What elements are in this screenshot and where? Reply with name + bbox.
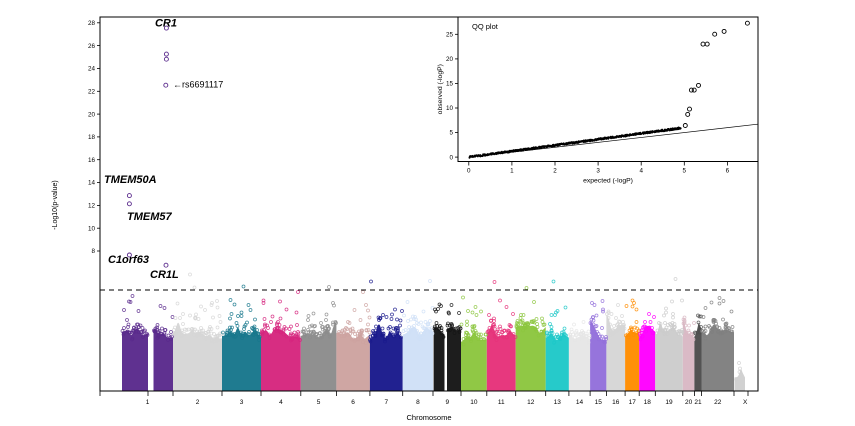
- svg-text:TMEM57: TMEM57: [127, 211, 173, 223]
- svg-text:10: 10: [88, 225, 96, 232]
- svg-text:21: 21: [694, 399, 702, 406]
- svg-text:5: 5: [683, 168, 687, 175]
- svg-text:19: 19: [665, 399, 673, 406]
- svg-text:12: 12: [527, 399, 535, 406]
- svg-text:C1orf63: C1orf63: [108, 254, 149, 266]
- svg-text:0: 0: [467, 168, 471, 175]
- svg-text:24: 24: [88, 66, 96, 73]
- svg-text:22: 22: [88, 89, 96, 96]
- svg-text:←rs6691117: ←rs6691117: [173, 80, 223, 90]
- svg-text:25: 25: [446, 32, 454, 39]
- svg-text:17: 17: [629, 399, 637, 406]
- svg-text:3: 3: [596, 168, 600, 175]
- svg-text:X: X: [743, 399, 748, 406]
- svg-text:18: 18: [88, 134, 96, 141]
- svg-text:28: 28: [88, 20, 96, 27]
- svg-text:4: 4: [279, 399, 283, 406]
- svg-text:9: 9: [445, 399, 449, 406]
- svg-text:16: 16: [88, 157, 96, 164]
- svg-text:4: 4: [639, 168, 643, 175]
- svg-text:15: 15: [446, 81, 454, 88]
- svg-text:0: 0: [449, 154, 453, 161]
- svg-text:10: 10: [446, 105, 454, 112]
- svg-text:18: 18: [644, 399, 652, 406]
- svg-text:20: 20: [685, 399, 693, 406]
- svg-text:QQ plot: QQ plot: [472, 22, 499, 31]
- svg-text:14: 14: [88, 180, 96, 187]
- svg-text:8: 8: [91, 248, 95, 255]
- svg-text:20: 20: [88, 111, 96, 118]
- svg-text:3: 3: [240, 399, 244, 406]
- svg-text:2: 2: [553, 168, 557, 175]
- svg-text:6: 6: [351, 399, 355, 406]
- svg-text:5: 5: [449, 130, 453, 137]
- svg-text:7: 7: [384, 399, 388, 406]
- svg-text:11: 11: [498, 399, 505, 406]
- svg-text:13: 13: [554, 399, 562, 406]
- svg-text:CR1: CR1: [155, 18, 177, 30]
- svg-text:Chromosome: Chromosome: [406, 413, 451, 422]
- svg-text:8: 8: [416, 399, 420, 406]
- svg-text:CR1L: CR1L: [150, 269, 179, 281]
- svg-text:TMEM50A: TMEM50A: [104, 174, 157, 186]
- svg-text:observed (-logP): observed (-logP): [437, 64, 444, 114]
- svg-text:20: 20: [446, 56, 454, 63]
- svg-text:12: 12: [88, 203, 96, 210]
- svg-text:16: 16: [612, 399, 620, 406]
- svg-text:6: 6: [726, 168, 730, 175]
- svg-text:14: 14: [576, 399, 584, 406]
- svg-text:10: 10: [470, 399, 478, 406]
- svg-text:2: 2: [196, 399, 200, 406]
- svg-text:26: 26: [88, 43, 96, 50]
- svg-text:-Log10(p-value): -Log10(p-value): [52, 180, 59, 229]
- svg-text:expected (-logP): expected (-logP): [583, 178, 633, 185]
- svg-text:5: 5: [317, 399, 321, 406]
- svg-text:1: 1: [146, 399, 150, 406]
- svg-text:1: 1: [510, 168, 514, 175]
- svg-text:22: 22: [714, 399, 722, 406]
- svg-text:15: 15: [595, 399, 603, 406]
